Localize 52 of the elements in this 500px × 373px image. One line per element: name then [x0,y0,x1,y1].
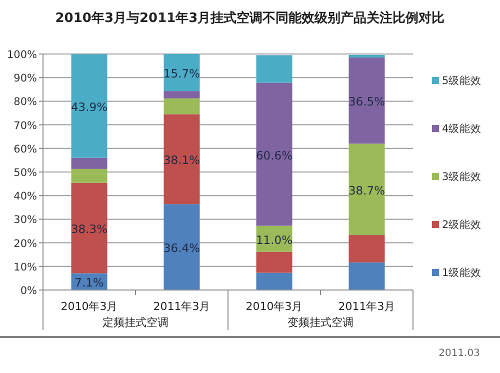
bar [348,144,385,236]
y-tick-label: 100% [6,49,38,61]
bar [71,158,108,169]
x-tick-label: 2010年3月 [60,300,118,313]
data-label: 38.7% [348,183,386,198]
data-label: 60.6% [256,148,293,162]
y-tick-label: 60% [14,143,38,156]
bar [71,182,108,274]
y-tick-label: 70% [14,120,38,132]
bar [348,262,385,290]
data-label: 38.3% [70,222,108,236]
data-label: 11.0% [256,232,293,247]
bar [256,55,292,83]
bar [348,54,385,58]
data-label: 36.4% [163,241,200,256]
text: 2011.03 [438,348,480,359]
bar [256,272,292,290]
bar [164,91,200,98]
data-label: 43.9% [70,100,108,114]
bar [71,168,108,183]
y-tick-label: 0% [20,285,38,297]
data-label: 15.7% [163,66,200,81]
y-tick-label: 30% [14,214,38,226]
x-tick-label: 2010年3月 [246,300,303,313]
y-tick-label: 40% [14,190,38,203]
data-label: 7.1% [74,276,104,290]
x-tick-label: 2011年3月 [338,300,396,313]
legend-label: 5级能效 [442,74,482,87]
legend-label: 2级能效 [442,218,482,231]
bar [348,58,385,144]
text: 定频挂式空调 [102,316,168,329]
legend-label: 4级能效 [442,122,482,135]
bar [256,252,292,273]
text: 变频挂式空调 [288,316,354,329]
bar [164,204,200,290]
chart-title: 2010年3月与2011年3月挂式空调不同能效级别产品关注比例对比 [55,10,445,26]
y-tick-label: 50% [14,167,38,179]
bar [348,235,385,262]
data-label: 36.5% [348,94,386,109]
bar [164,114,200,204]
bar [71,54,108,158]
x-tick-label: 2011年3月 [153,300,210,313]
bar [164,98,200,114]
legend-label: 3级能效 [442,170,482,183]
y-tick-label: 10% [14,261,38,274]
bar [164,54,200,92]
data-label: 38.1% [163,153,200,168]
legend-label: 1级能效 [442,266,482,279]
y-tick-label: 80% [14,96,38,108]
y-tick-label: 90% [14,72,38,85]
y-tick-label: 20% [14,238,38,250]
bar [256,82,292,226]
